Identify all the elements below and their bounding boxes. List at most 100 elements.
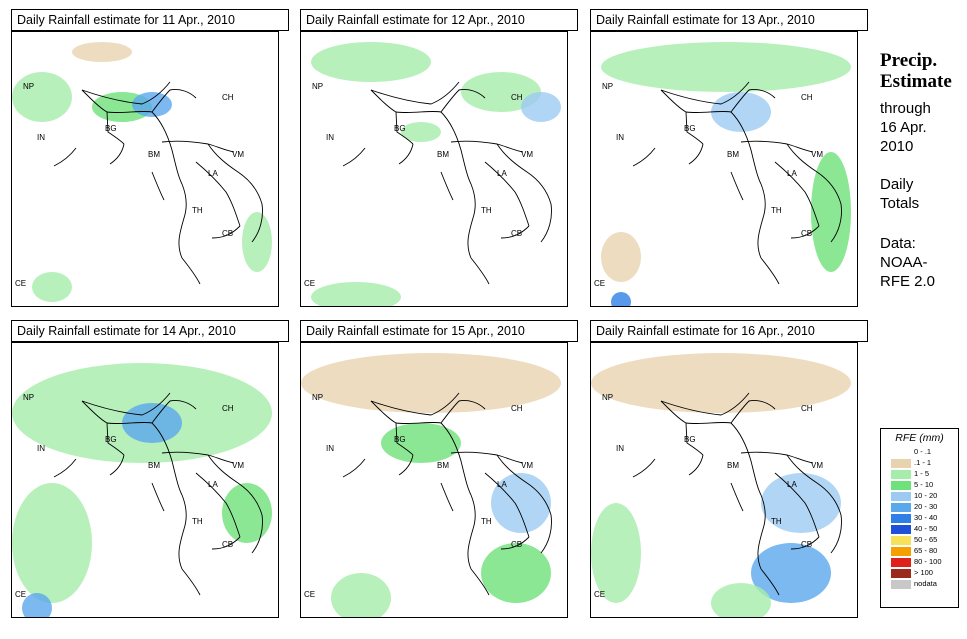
legend-label: 5 - 10 bbox=[914, 480, 934, 489]
country-border bbox=[106, 400, 197, 425]
sidebar-date-line2: 2010 bbox=[880, 138, 914, 155]
legend-item: .1 - 1 bbox=[881, 457, 958, 468]
sidebar-title-line1: Precip. bbox=[880, 50, 938, 71]
rainfall-map: NP CH IN BG BM VM LA TH CB CE bbox=[11, 31, 279, 307]
country-border bbox=[106, 89, 197, 114]
country-border bbox=[195, 472, 241, 538]
country-border bbox=[786, 143, 842, 243]
map-canvas: NP CH IN BG BM VM LA TH CB CE bbox=[12, 42, 272, 302]
country-border bbox=[106, 111, 125, 145]
panel-title: Daily Rainfall estimate for 12 Apr., 201… bbox=[300, 9, 578, 31]
country-label: IN bbox=[326, 444, 334, 453]
country-border bbox=[395, 89, 486, 114]
country-label: BM bbox=[727, 461, 739, 470]
country-label: CH bbox=[801, 404, 813, 413]
country-label: LA bbox=[497, 169, 507, 178]
rainfall-area bbox=[222, 483, 272, 543]
country-label: CE bbox=[304, 279, 315, 288]
sidebar-through-label: through bbox=[880, 100, 931, 117]
country-label: CH bbox=[801, 93, 813, 102]
country-label: TH bbox=[771, 206, 782, 215]
legend-item: 5 - 10 bbox=[881, 479, 958, 490]
country-label: TH bbox=[481, 206, 492, 215]
country-border bbox=[470, 568, 490, 596]
rainfall-area bbox=[601, 232, 641, 282]
map-canvas: NP CH IN BG BM VM LA TH CB CE bbox=[591, 353, 851, 617]
country-label: VM bbox=[521, 461, 533, 470]
rainfall-area bbox=[32, 272, 72, 302]
country-border bbox=[467, 494, 476, 570]
country-border bbox=[109, 454, 125, 476]
sidebar-date-line1: 16 Apr. bbox=[880, 119, 927, 136]
map-canvas: NP CH IN BG BM VM LA TH CB CE bbox=[12, 363, 272, 617]
sidebar-daily-line2: Totals bbox=[880, 195, 920, 212]
country-label: LA bbox=[787, 169, 797, 178]
rainfall-area bbox=[12, 72, 72, 122]
rainfall-area bbox=[242, 212, 272, 272]
country-label: BG bbox=[105, 124, 117, 133]
country-border bbox=[370, 89, 397, 113]
country-border bbox=[81, 392, 171, 416]
country-label: VM bbox=[232, 461, 244, 470]
legend-label: 1 - 5 bbox=[914, 469, 930, 478]
sidebar-title: Precip. Estimate bbox=[880, 50, 952, 92]
country-label: IN bbox=[616, 444, 624, 453]
rainfall-area bbox=[401, 122, 441, 142]
rainfall-area bbox=[591, 353, 851, 413]
country-border bbox=[342, 147, 366, 167]
country-border bbox=[467, 183, 476, 259]
country-border bbox=[740, 451, 814, 464]
country-border bbox=[730, 171, 744, 201]
country-border bbox=[757, 494, 766, 570]
country-border bbox=[370, 392, 460, 416]
country-label: VM bbox=[811, 461, 823, 470]
country-border bbox=[484, 472, 530, 538]
country-border bbox=[181, 568, 201, 596]
country-border bbox=[685, 111, 704, 145]
country-label: CE bbox=[594, 279, 605, 288]
legend-swatch bbox=[891, 513, 911, 523]
panel-title: Daily Rainfall estimate for 11 Apr., 201… bbox=[11, 9, 289, 31]
country-border bbox=[632, 147, 656, 167]
legend-item: 65 - 80 bbox=[881, 545, 958, 556]
country-border bbox=[660, 81, 750, 105]
rainfall-map: NP CH IN BG BM VM LA TH CB CE bbox=[590, 31, 858, 307]
country-border bbox=[207, 143, 263, 243]
country-border bbox=[398, 454, 414, 476]
country-border bbox=[774, 472, 820, 538]
sidebar-title-line2: Estimate bbox=[880, 71, 952, 92]
country-label: CH bbox=[222, 404, 234, 413]
country-label: IN bbox=[37, 133, 45, 142]
country-border bbox=[81, 89, 108, 113]
country-border bbox=[660, 392, 750, 416]
country-label: IN bbox=[616, 133, 624, 142]
country-border bbox=[450, 140, 524, 153]
country-border bbox=[470, 257, 490, 285]
legend-swatch bbox=[891, 579, 911, 589]
rainfall-area bbox=[311, 42, 431, 82]
map-canvas: NP CH IN BG BM VM LA TH CB CE bbox=[594, 42, 851, 306]
country-border bbox=[688, 454, 704, 476]
country-label: BM bbox=[148, 461, 160, 470]
country-border bbox=[484, 161, 530, 227]
country-border bbox=[398, 143, 414, 165]
country-border bbox=[496, 143, 552, 243]
country-label: CE bbox=[15, 590, 26, 599]
country-label: VM bbox=[521, 150, 533, 159]
country-border bbox=[106, 422, 125, 456]
rainfall-map: NP CH IN BG BM VM LA TH CB CE bbox=[300, 31, 568, 307]
legend-swatch bbox=[891, 568, 911, 578]
country-label: BG bbox=[394, 124, 406, 133]
country-border bbox=[81, 81, 171, 105]
rainfall-area bbox=[72, 42, 132, 62]
country-border bbox=[151, 482, 165, 512]
country-border bbox=[81, 400, 108, 424]
legend-label: 80 - 100 bbox=[914, 557, 942, 566]
rainfall-area bbox=[591, 503, 641, 603]
country-label: CB bbox=[801, 540, 812, 549]
legend-swatch bbox=[891, 535, 911, 545]
map-canvas: NP CH IN BG BM VM LA TH CB CE bbox=[301, 353, 561, 617]
country-label: CH bbox=[511, 93, 523, 102]
country-border bbox=[395, 422, 414, 456]
legend-item: 80 - 100 bbox=[881, 556, 958, 567]
